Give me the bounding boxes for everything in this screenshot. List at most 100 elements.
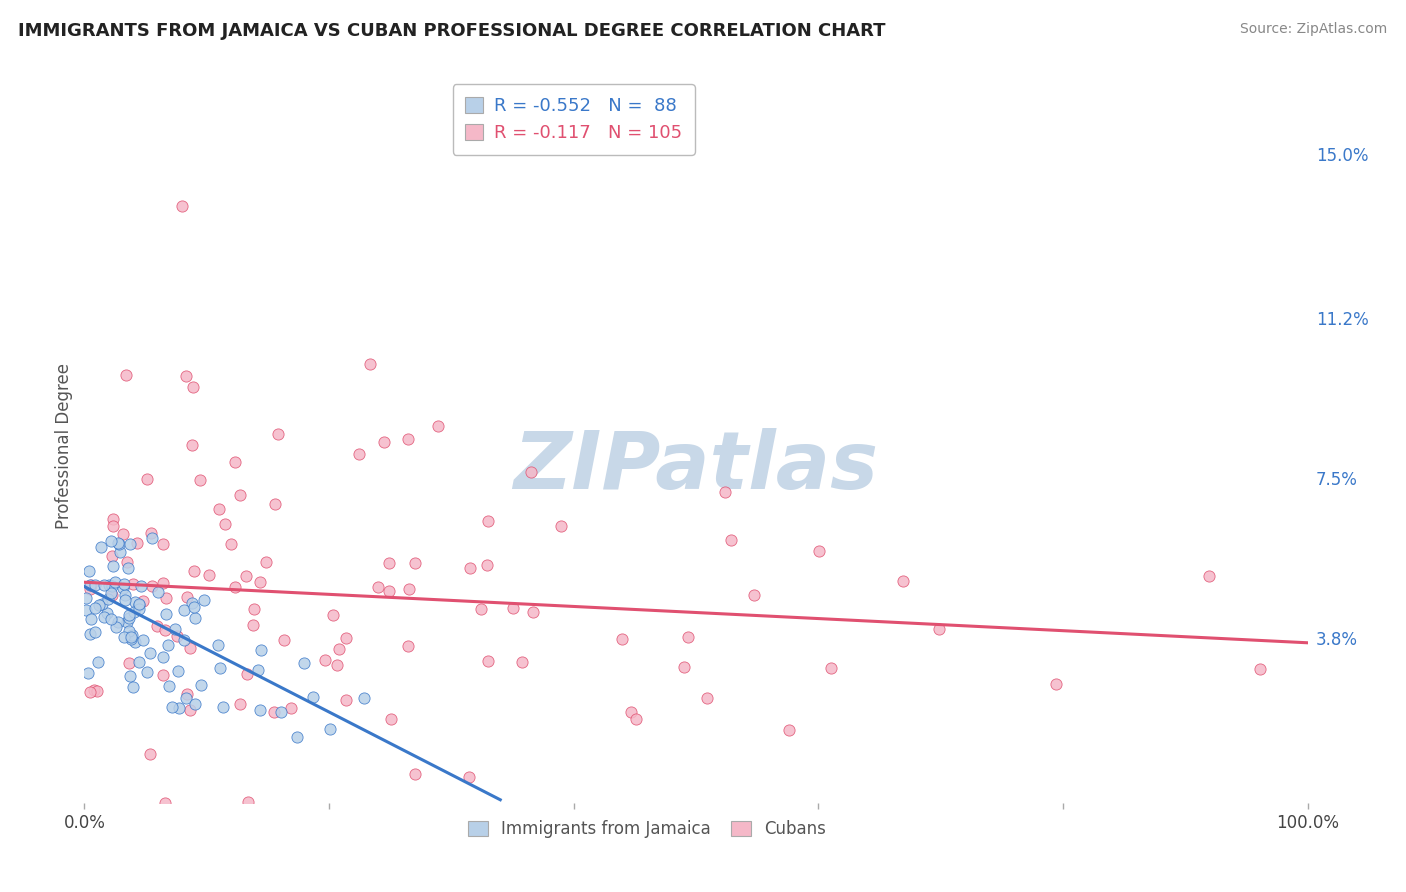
Point — [183, 564, 205, 578]
Point — [125, 535, 148, 549]
Point — [122, 681, 145, 695]
Point — [624, 712, 647, 726]
Point — [166, 664, 188, 678]
Point — [179, 702, 201, 716]
Point — [77, 666, 100, 681]
Point — [101, 512, 124, 526]
Point — [79, 578, 101, 592]
Point — [373, 435, 395, 450]
Point — [112, 582, 135, 596]
Point — [742, 588, 765, 602]
Point — [396, 432, 419, 446]
Point — [808, 543, 831, 558]
Point — [214, 516, 236, 531]
Point — [118, 669, 141, 683]
Point — [124, 634, 146, 648]
Y-axis label: Professional Degree: Professional Degree — [55, 363, 73, 529]
Text: Source: ZipAtlas.com: Source: ZipAtlas.com — [1240, 22, 1388, 37]
Point — [475, 558, 498, 573]
Point — [128, 598, 150, 612]
Point — [285, 730, 308, 744]
Point — [179, 641, 201, 656]
Point — [79, 582, 101, 596]
Point — [326, 658, 349, 673]
Point — [152, 576, 174, 591]
Point — [1249, 662, 1271, 676]
Point — [100, 533, 122, 548]
Point — [328, 641, 350, 656]
Point — [121, 577, 143, 591]
Point — [135, 472, 157, 486]
Point — [117, 561, 139, 575]
Point — [188, 473, 211, 487]
Point — [160, 699, 183, 714]
Point — [1045, 677, 1067, 691]
Point — [396, 639, 419, 653]
Point — [181, 438, 204, 452]
Point — [229, 698, 252, 712]
Point — [100, 586, 122, 600]
Point — [301, 690, 323, 704]
Point — [124, 595, 146, 609]
Point — [470, 602, 492, 616]
Point — [80, 578, 103, 592]
Point — [208, 502, 231, 516]
Point — [155, 607, 177, 621]
Point — [105, 619, 128, 633]
Point — [152, 667, 174, 681]
Point — [131, 594, 153, 608]
Point — [235, 568, 257, 582]
Point — [118, 656, 141, 670]
Point — [97, 592, 120, 607]
Point — [128, 655, 150, 669]
Point — [294, 656, 316, 670]
Point — [426, 418, 449, 433]
Point — [79, 685, 101, 699]
Point — [115, 615, 138, 630]
Point — [190, 678, 212, 692]
Point — [502, 601, 524, 615]
Point — [181, 380, 204, 394]
Point — [184, 610, 207, 624]
Point — [247, 663, 270, 677]
Point — [157, 679, 180, 693]
Point — [207, 638, 229, 652]
Point — [172, 199, 194, 213]
Point — [359, 357, 381, 371]
Point — [174, 368, 197, 383]
Point — [104, 575, 127, 590]
Point — [139, 747, 162, 761]
Point — [270, 705, 292, 719]
Point — [378, 584, 401, 599]
Point — [676, 631, 699, 645]
Point — [198, 568, 221, 582]
Point — [620, 705, 643, 719]
Point — [167, 700, 190, 714]
Point — [280, 701, 302, 715]
Point — [714, 484, 737, 499]
Point — [101, 588, 124, 602]
Point — [211, 700, 233, 714]
Point — [118, 624, 141, 639]
Point — [153, 623, 176, 637]
Point — [117, 555, 139, 569]
Point — [224, 455, 246, 469]
Point — [176, 590, 198, 604]
Point — [380, 712, 402, 726]
Point — [83, 625, 105, 640]
Point — [510, 655, 533, 669]
Point — [132, 633, 155, 648]
Point — [180, 597, 202, 611]
Point — [139, 646, 162, 660]
Point — [176, 686, 198, 700]
Legend: Immigrants from Jamaica, Cubans: Immigrants from Jamaica, Cubans — [461, 814, 832, 845]
Point — [114, 588, 136, 602]
Point — [165, 622, 187, 636]
Point — [893, 574, 915, 588]
Point — [114, 592, 136, 607]
Point — [236, 667, 259, 681]
Point — [103, 519, 125, 533]
Point — [121, 628, 143, 642]
Point — [148, 584, 170, 599]
Point — [173, 603, 195, 617]
